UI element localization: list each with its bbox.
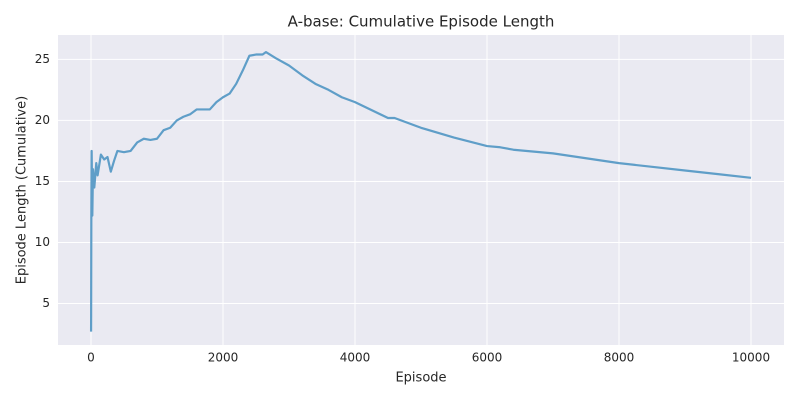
y-tick-label: 20 xyxy=(35,113,50,127)
x-tick-label: 4000 xyxy=(340,351,371,365)
x-tick-label: 6000 xyxy=(472,351,503,365)
x-tick-label: 8000 xyxy=(604,351,635,365)
y-tick-label: 5 xyxy=(42,296,50,310)
chart-title: A-base: Cumulative Episode Length xyxy=(288,13,555,31)
y-tick-label: 25 xyxy=(35,52,50,66)
y-tick-label: 10 xyxy=(35,235,50,249)
x-tick-label: 2000 xyxy=(208,351,239,365)
plot-area xyxy=(58,35,784,345)
y-tick-label: 15 xyxy=(35,174,50,188)
y-axis-label: Episode Length (Cumulative) xyxy=(15,96,30,285)
x-tick-label: 10000 xyxy=(732,351,770,365)
x-axis-label: Episode xyxy=(395,371,446,386)
line xyxy=(89,50,752,332)
x-tick-label: 0 xyxy=(87,351,95,365)
